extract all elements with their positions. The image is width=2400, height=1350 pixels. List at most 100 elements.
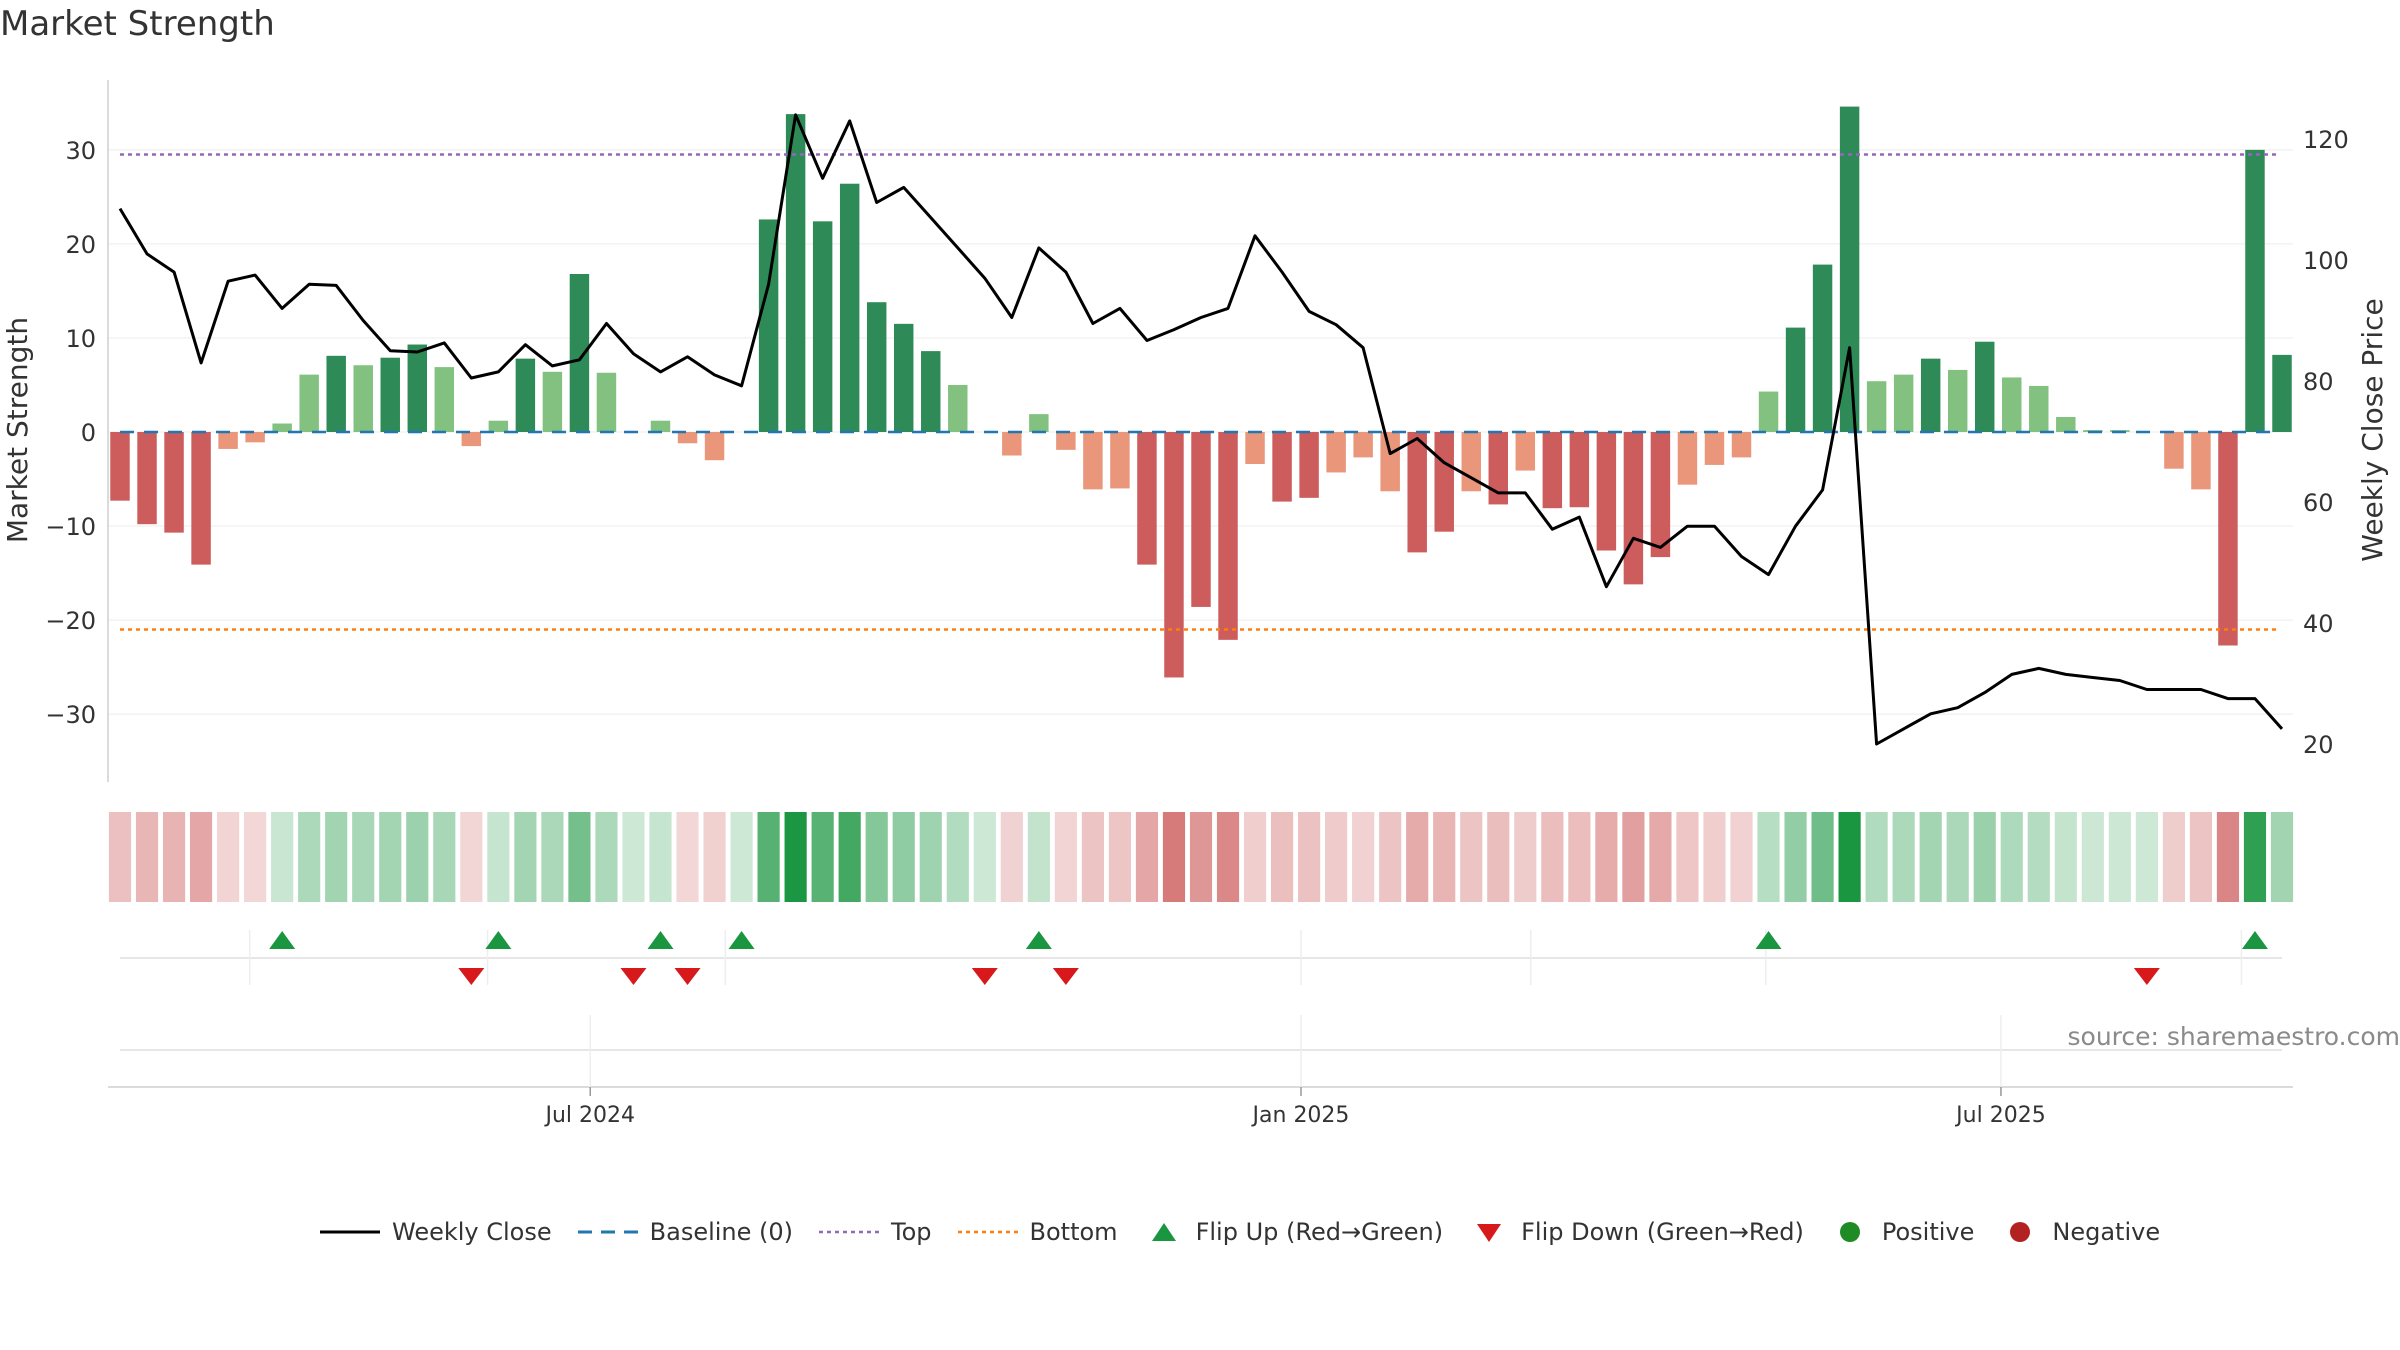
strength-bar (948, 384, 968, 432)
strength-bar (353, 365, 373, 432)
triangle-up-icon (1151, 1223, 1176, 1241)
heat-cell (1460, 812, 1483, 902)
strength-bar (1434, 432, 1454, 532)
positive-dot-icon (1839, 1222, 1860, 1242)
heat-cell (1757, 812, 1780, 902)
strength-bar (1002, 432, 1022, 456)
strength-bar (272, 423, 292, 432)
strength-bar (2029, 385, 2049, 432)
strength-bar (191, 432, 211, 565)
y-tick-label: −10 (45, 513, 96, 541)
strength-bar (2056, 416, 2076, 432)
strength-bar (650, 420, 671, 432)
heat-cell (108, 812, 132, 902)
strength-bar (1893, 374, 1914, 432)
strength-bar (2002, 377, 2022, 432)
heat-cell (757, 812, 780, 902)
heat-cell (244, 812, 267, 902)
strength-bar (1191, 432, 1211, 607)
heat-cell (1541, 812, 1564, 902)
heat-cell (1892, 812, 1915, 902)
heat-cell (1298, 812, 1321, 902)
strength-bar (1110, 432, 1130, 489)
y-tick-label: 30 (65, 137, 96, 165)
strength-bar (326, 355, 346, 432)
heat-cell (189, 812, 213, 902)
strength-bar (1326, 432, 1346, 473)
heat-cell (325, 812, 348, 902)
heat-cell (1514, 812, 1537, 902)
legend-top: Top (819, 1218, 932, 1246)
strength-bar (1056, 432, 1076, 450)
heat-cell (2243, 812, 2267, 902)
heat-cell (784, 812, 807, 902)
legend-positive: Positive (1830, 1218, 1975, 1246)
x-axis: Jul 2024 Jan 2025 Jul 2025 (108, 1015, 2293, 1128)
heat-cell (865, 812, 888, 902)
strength-bar (488, 420, 509, 432)
legend-weekly-close: Weekly Close (320, 1218, 552, 1246)
heat-cell (1622, 812, 1645, 902)
heat-cell (2054, 812, 2077, 902)
heat-cell (811, 812, 834, 902)
strength-bar (1704, 432, 1725, 465)
heat-cell (379, 812, 402, 902)
heat-cell (649, 812, 672, 902)
heat-cell (2270, 812, 2294, 902)
y2-axis-label: Weekly Close Price (2356, 298, 2389, 561)
strength-bar (407, 344, 428, 432)
heat-cell (1135, 812, 1159, 902)
legend-label: Top (891, 1218, 932, 1246)
strength-bar (758, 219, 779, 432)
strength-bar (164, 432, 184, 533)
weekly-close-swatch (320, 1230, 380, 1234)
heat-cell (1703, 812, 1726, 902)
triangle-down-icon (1477, 1224, 1502, 1242)
heat-cell (1919, 812, 1942, 902)
y-tick-label: 10 (65, 325, 96, 353)
heat-cell (2135, 812, 2158, 902)
strength-bar (515, 358, 536, 432)
heat-cell (1595, 812, 1618, 902)
heat-cell (1243, 812, 1267, 902)
heat-cell (406, 812, 429, 902)
heat-cell (135, 812, 159, 902)
strength-bar (1083, 432, 1103, 490)
strength-bar (1785, 327, 1806, 432)
strength-bar (704, 432, 725, 461)
y-tick-label: 0 (81, 419, 96, 447)
flip-down-marker (620, 968, 647, 985)
heat-cell (1676, 812, 1699, 902)
y2-tick-label: 40 (2303, 610, 2334, 638)
strength-bar (785, 114, 806, 433)
heat-cell (1054, 812, 1077, 902)
strength-bar (2164, 432, 2184, 469)
heat-cell (1270, 812, 1294, 902)
heat-cell (162, 812, 186, 902)
x-tick-label: Jan 2025 (1251, 1103, 1350, 1128)
strength-bar (110, 432, 130, 501)
strength-bar (461, 432, 482, 447)
heat-cell (1352, 812, 1375, 902)
heat-cell (1406, 812, 1429, 902)
heat-cell (2216, 812, 2240, 902)
x-tick-label: Jul 2025 (1954, 1103, 2046, 1128)
heat-cell (1865, 812, 1888, 902)
y-tick-label: −20 (45, 607, 96, 635)
negative-dot-icon (2010, 1222, 2031, 1242)
heat-cell (217, 812, 240, 902)
flip-up-marker (647, 931, 674, 949)
legend-label: Flip Up (Red→Green) (1195, 1218, 1444, 1246)
strength-bar (1029, 414, 1049, 432)
strength-bar (1839, 106, 1860, 432)
heat-cell (271, 812, 294, 902)
flip-down-marker (2133, 968, 2160, 985)
heat-cell (892, 812, 915, 902)
y-tick-label: 20 (65, 231, 96, 259)
legend-label: Positive (1881, 1218, 1975, 1246)
heat-cell (703, 812, 726, 902)
strength-bar (218, 432, 238, 449)
strength-bar (1569, 432, 1590, 508)
strength-bar (2272, 354, 2292, 432)
